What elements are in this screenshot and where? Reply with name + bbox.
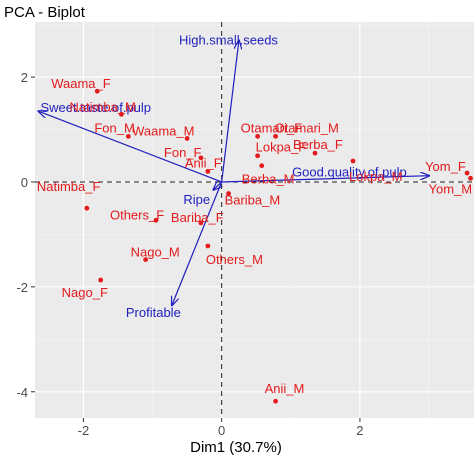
individual-point (468, 175, 473, 181)
individual-point (98, 277, 104, 283)
variable-arrows: High.small.seeds Sweet.taste.of.pulp Good.… (38, 32, 429, 320)
individual-label: Yom_F (425, 159, 466, 174)
variable-label: Sweet.taste.of.pulp (40, 100, 151, 115)
individual-point (125, 133, 131, 139)
plot-panel (35, 22, 474, 418)
individual-label: Nago_M (131, 245, 180, 260)
x-tick-label: 0 (218, 423, 225, 438)
individual-point (143, 257, 149, 262)
individual-label: Berba_F (293, 137, 343, 152)
individual-point (119, 111, 124, 117)
individual-label: Natimba_F (37, 179, 101, 194)
individual-point (184, 136, 190, 141)
individual-point (259, 163, 265, 169)
y-tick-label: 2 (21, 70, 28, 85)
individual-label: Lokpa_M (349, 169, 402, 184)
individual-point (205, 243, 211, 249)
individual-point (198, 155, 204, 161)
individual-point (255, 133, 261, 139)
chart-title: PCA - Biplot (4, 4, 86, 21)
individual-label: Berba_M (242, 172, 295, 187)
variable-arrow (221, 176, 429, 183)
y-tick-label: -4 (16, 385, 28, 400)
y-tick-label: 0 (21, 175, 28, 190)
variable-arrow (38, 111, 222, 183)
x-axis-label: Dim1 (30.7%) (190, 439, 282, 456)
individual-label: Anii_F (185, 155, 222, 170)
individual-point (94, 88, 100, 94)
axes: -2 0 2 -4 -2 0 2 (16, 22, 474, 438)
individual-label: Otamari_M (275, 120, 339, 135)
individual-label: Anii_M (265, 381, 305, 396)
individual-point (273, 133, 278, 139)
y-tick-label: -2 (16, 280, 28, 295)
variable-label: Ripe (183, 192, 210, 207)
individual-label: Waama_F (51, 76, 111, 91)
individual-point (255, 153, 261, 159)
individual-point (312, 150, 318, 156)
individual-point (198, 220, 204, 226)
individual-point (84, 205, 90, 211)
individual-label: Nago_F (62, 285, 108, 300)
individual-label: Otamari_F (241, 120, 302, 135)
individual-label: Others_F (110, 207, 164, 222)
individual-point (226, 191, 231, 196)
x-tick-label: -2 (78, 423, 90, 438)
individual-point (205, 169, 211, 174)
individual-label: Bariba_F (171, 210, 224, 225)
individual-point (273, 398, 278, 404)
variable-label: Profitable (126, 305, 181, 320)
variable-arrow (172, 181, 223, 305)
x-tick-label: 2 (356, 423, 363, 438)
individual-label: Waama_M (132, 123, 194, 138)
individual-label: Fon_F (164, 145, 202, 160)
variable-label: Good.quality.of.pulp (292, 165, 407, 180)
variable-label: High.small.seeds (179, 32, 278, 47)
individual-point (464, 170, 470, 176)
individual-label: Fon_M (94, 120, 134, 135)
individual-label: Others_M (206, 252, 263, 267)
individual-point (153, 217, 159, 223)
variable-arrow (213, 182, 221, 190)
individual-point (350, 158, 356, 164)
individual-label: Yom_M (429, 181, 473, 196)
individual-label: Bariba_M (225, 193, 281, 208)
individual-label: Natimba_M (69, 99, 135, 114)
variable-arrow (221, 40, 239, 183)
individual-label: Lokpa_F (256, 140, 307, 155)
